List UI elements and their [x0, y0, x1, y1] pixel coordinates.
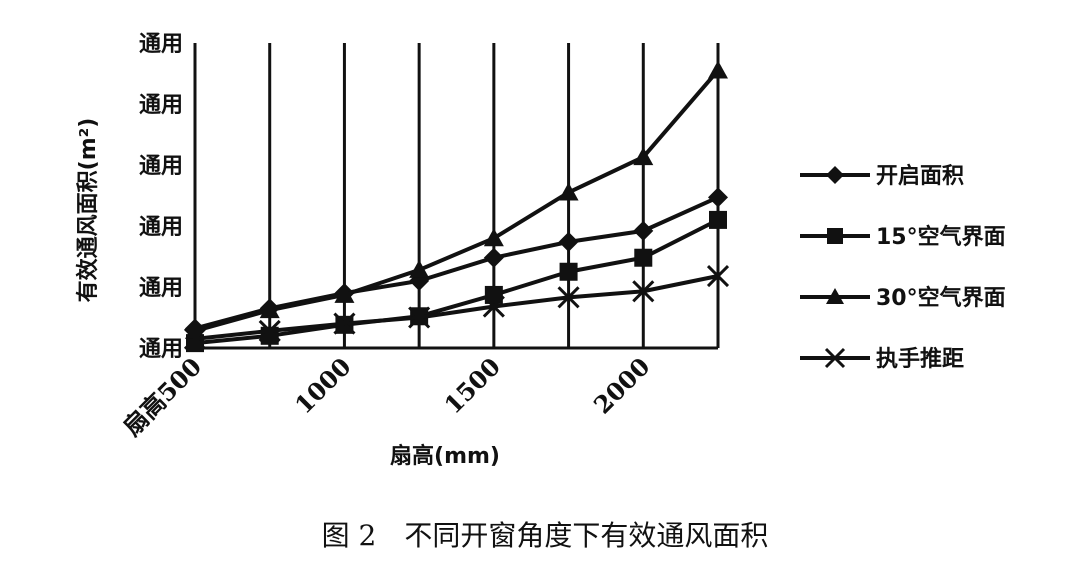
legend-item: 30°空气界面	[800, 285, 1006, 311]
data-point-stroke	[824, 347, 846, 369]
series-line	[194, 69, 720, 333]
legend-item: 执手推距	[800, 347, 964, 372]
y-tick-label: 通用	[139, 93, 183, 118]
data-point	[484, 285, 503, 304]
y-tick-label: 通用	[139, 276, 183, 301]
data-point-stroke	[557, 286, 580, 309]
y-tick-label: 通用	[139, 154, 183, 179]
data-point-stroke	[258, 319, 281, 342]
data-point	[826, 166, 844, 184]
legend-label: 执手推距	[876, 347, 964, 372]
data-point	[483, 228, 504, 247]
data-point-stroke	[333, 312, 356, 335]
legend-label: 15°空气界面	[876, 224, 1006, 250]
x-tick-label: 2000	[588, 352, 656, 420]
x-axis-title: 扇高(mm)	[390, 443, 500, 469]
y-tick-label: 通用	[139, 32, 183, 57]
data-point	[558, 182, 579, 201]
series-line	[194, 274, 719, 341]
series-x	[183, 264, 730, 350]
figure-caption: 图 2 不同开窗角度下有效通风面积	[322, 519, 769, 552]
data-point	[827, 228, 843, 244]
data-point	[333, 312, 356, 335]
data-point	[708, 187, 728, 208]
x-tick-label: 扇高500	[117, 352, 207, 442]
data-point	[259, 300, 280, 319]
data-point	[634, 248, 653, 267]
data-point	[708, 60, 728, 79]
data-point-stroke	[482, 295, 505, 318]
y-tick-label: 通用	[139, 215, 183, 240]
data-point	[258, 319, 281, 342]
data-point	[483, 247, 504, 268]
series-line	[194, 218, 719, 346]
axes	[193, 43, 718, 350]
series-triangle	[185, 60, 728, 339]
legend-label: 30°空气界面	[876, 285, 1006, 311]
data-point	[706, 264, 730, 288]
legend-item: 开启面积	[800, 163, 964, 189]
legend-label: 开启面积	[876, 163, 964, 189]
data-point-stroke	[632, 280, 655, 303]
data-point	[334, 284, 355, 303]
y-tick-label: 通用	[139, 337, 183, 362]
data-point-stroke	[706, 264, 730, 288]
data-point	[482, 295, 505, 318]
data-point-stroke	[183, 327, 207, 350]
x-tick-label: 1000	[289, 352, 357, 420]
data-point	[558, 231, 579, 252]
data-point	[559, 262, 578, 281]
data-point	[709, 210, 727, 229]
legend-item: 15°空气界面	[800, 224, 1006, 250]
data-point	[632, 280, 655, 303]
data-point	[408, 306, 431, 329]
x-tick-labels: 扇高500 1000 1500 2000	[117, 352, 655, 442]
series-lines	[183, 60, 730, 353]
data-point	[557, 286, 580, 309]
data-point-stroke	[408, 306, 431, 329]
data-point	[824, 347, 846, 369]
data-point	[409, 259, 430, 278]
x-tick-label: 1500	[438, 352, 506, 420]
data-point	[826, 288, 844, 304]
data-point	[633, 220, 654, 241]
y-axis-title: 有效通风面积(m²)	[75, 118, 101, 303]
data-point	[183, 327, 207, 350]
data-point	[633, 147, 654, 166]
